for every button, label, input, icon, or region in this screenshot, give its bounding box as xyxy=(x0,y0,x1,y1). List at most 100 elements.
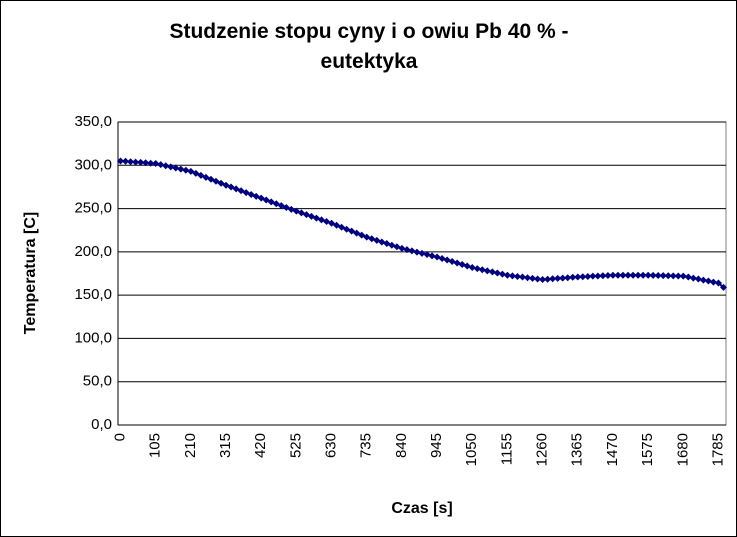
data-marker xyxy=(177,165,185,173)
data-marker xyxy=(619,271,627,279)
data-marker xyxy=(669,272,677,280)
data-marker xyxy=(493,269,501,277)
x-tick-label: 1155 xyxy=(498,433,515,465)
data-marker xyxy=(629,271,637,279)
data-marker xyxy=(594,272,602,280)
data-marker xyxy=(217,179,225,187)
data-marker xyxy=(443,256,451,264)
y-tick-label: 350,0 xyxy=(74,113,112,130)
data-marker xyxy=(488,268,496,276)
data-marker xyxy=(644,271,652,279)
data-marker xyxy=(127,158,135,166)
data-marker xyxy=(423,251,431,259)
data-marker xyxy=(554,274,562,282)
data-marker xyxy=(539,276,547,284)
data-marker xyxy=(654,271,662,279)
data-marker xyxy=(684,273,692,281)
y-tick-label: 0,0 xyxy=(91,416,112,433)
data-marker xyxy=(714,279,722,287)
x-tick-label: 210 xyxy=(182,433,199,458)
y-tick-label: 50,0 xyxy=(83,373,112,390)
data-marker xyxy=(604,271,612,279)
data-marker xyxy=(694,275,702,283)
data-marker xyxy=(338,223,346,231)
data-marker xyxy=(413,248,421,256)
data-marker xyxy=(544,275,552,283)
data-marker xyxy=(453,259,461,267)
x-axis-title: Czas [s] xyxy=(391,500,452,517)
data-marker xyxy=(559,274,567,282)
x-tick-label: 1785 xyxy=(709,433,726,466)
x-tick-label: 1365 xyxy=(569,433,586,466)
data-marker xyxy=(679,272,687,280)
data-marker xyxy=(398,244,406,252)
x-tick-label: 1470 xyxy=(604,433,621,466)
data-marker xyxy=(498,270,506,278)
data-marker xyxy=(659,272,667,280)
data-marker xyxy=(664,272,672,280)
data-marker xyxy=(649,271,657,279)
data-marker xyxy=(468,263,476,271)
data-marker xyxy=(529,274,537,282)
data-marker xyxy=(508,272,516,280)
data-marker xyxy=(162,162,170,170)
data-marker xyxy=(333,221,341,229)
data-marker xyxy=(142,159,150,167)
data-marker xyxy=(122,157,130,165)
data-marker xyxy=(418,249,426,257)
data-marker xyxy=(584,272,592,280)
x-tick-label: 1680 xyxy=(674,433,691,466)
x-tick-label: 0 xyxy=(111,433,128,441)
data-marker xyxy=(574,273,582,281)
data-marker xyxy=(463,262,471,270)
data-marker xyxy=(458,260,466,268)
data-marker xyxy=(197,171,205,179)
data-marker xyxy=(358,231,366,239)
data-marker xyxy=(187,167,195,175)
data-marker xyxy=(147,159,155,167)
data-marker xyxy=(292,207,300,215)
data-marker xyxy=(152,160,160,168)
data-marker xyxy=(503,271,511,279)
data-marker xyxy=(408,247,416,255)
data-marker xyxy=(634,271,642,279)
data-marker xyxy=(534,275,542,283)
data-marker xyxy=(428,252,436,260)
data-marker xyxy=(207,175,215,183)
data-marker xyxy=(704,277,712,285)
data-marker xyxy=(157,161,165,169)
data-marker xyxy=(348,227,356,235)
data-marker xyxy=(639,271,647,279)
x-tick-label: 1050 xyxy=(463,433,480,466)
x-tick-label: 1575 xyxy=(639,433,656,466)
x-tick-label: 840 xyxy=(393,433,410,458)
data-marker xyxy=(549,275,557,283)
y-tick-label: 250,0 xyxy=(74,200,112,217)
y-tick-label: 200,0 xyxy=(74,243,112,260)
data-marker xyxy=(709,278,717,286)
x-tick-label: 315 xyxy=(217,433,234,458)
data-marker xyxy=(579,273,587,281)
data-marker xyxy=(212,177,220,185)
data-marker xyxy=(403,246,411,254)
data-marker xyxy=(609,271,617,279)
data-marker xyxy=(719,283,727,291)
data-marker xyxy=(689,274,697,282)
data-marker xyxy=(117,157,125,165)
data-marker xyxy=(132,158,140,166)
y-tick-label: 300,0 xyxy=(74,156,112,173)
x-tick-label: 105 xyxy=(147,433,164,458)
data-marker xyxy=(614,271,622,279)
data-marker xyxy=(483,267,491,275)
data-marker xyxy=(192,169,200,177)
data-marker xyxy=(674,272,682,280)
data-marker xyxy=(353,229,361,237)
x-tick-label: 630 xyxy=(323,433,340,458)
data-marker xyxy=(599,272,607,280)
chart-title: Studzenie stopu cyny i o owiu Pb 40 % - … xyxy=(169,20,569,73)
data-marker xyxy=(172,164,180,172)
data-marker xyxy=(564,274,572,282)
data-marker xyxy=(182,166,190,174)
x-tick-label: 735 xyxy=(358,433,375,458)
data-marker xyxy=(569,273,577,281)
